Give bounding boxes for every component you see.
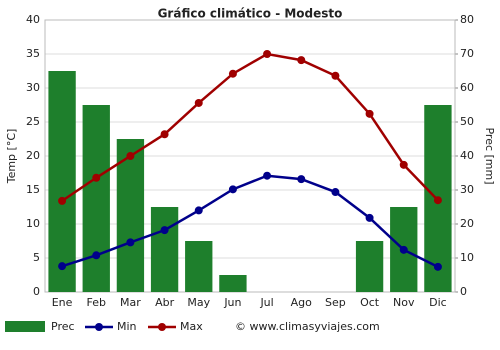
y-tick-label: 10 [26, 217, 40, 230]
bar [150, 207, 179, 292]
y-tick-label: 25 [26, 115, 40, 128]
x-tick-label: Dic [429, 296, 447, 309]
y2-tick-label: 80 [460, 13, 474, 26]
plot-frame [44, 19, 456, 293]
bar [48, 71, 76, 292]
point [194, 98, 203, 107]
x-tick-label: Feb [87, 296, 106, 309]
bar [219, 275, 247, 292]
point [399, 245, 408, 254]
y-tick-label: 35 [26, 47, 40, 60]
legend-label: Min [117, 320, 137, 333]
y-tick-label: 40 [26, 13, 40, 26]
point [365, 109, 374, 118]
bar [116, 139, 145, 292]
point [331, 71, 340, 80]
point [399, 160, 408, 169]
x-tick-label: Jun [223, 296, 241, 309]
x-tick-label: Ene [52, 296, 73, 309]
point [92, 173, 101, 182]
point [126, 152, 135, 160]
bar [82, 105, 110, 292]
point [263, 50, 272, 58]
point [331, 188, 340, 197]
y2-tick-label: 60 [460, 81, 474, 94]
legend-label: Max [180, 320, 203, 333]
point [297, 56, 306, 65]
y-axis-title: Temp [°C] [5, 129, 18, 185]
point [126, 238, 135, 247]
legend-swatch [5, 321, 45, 332]
y2-tick-label: 30 [460, 183, 474, 196]
source: © www.climasyviajes.com [235, 320, 380, 333]
y-tick-label: 0 [33, 285, 40, 298]
line [61, 52, 439, 202]
point [92, 251, 101, 260]
x-tick-label: Sep [325, 296, 346, 309]
y-tick-label: 5 [33, 251, 40, 264]
point [365, 213, 374, 222]
legend-swatch [95, 323, 103, 331]
y-tick-label: 15 [26, 183, 40, 196]
y2-axis-title: Prec [mm] [483, 127, 496, 184]
point [228, 185, 237, 194]
y-tick-label: 30 [26, 81, 40, 94]
point [160, 130, 169, 139]
line [61, 174, 439, 268]
y2-tick-label: 10 [460, 251, 474, 264]
point [58, 262, 67, 271]
x-tick-label: Jul [259, 296, 273, 309]
point [263, 171, 272, 180]
y2-tick-label: 20 [460, 217, 474, 230]
y2-tick-label: 40 [460, 149, 474, 162]
point [228, 69, 237, 78]
x-tick-label: Nov [393, 296, 415, 309]
y-tick-label: 20 [26, 149, 40, 162]
y2-tick-label: 70 [460, 47, 474, 60]
bar [185, 241, 213, 292]
chart-title: Gráfico climático - Modesto [158, 7, 343, 21]
bar [355, 241, 384, 292]
point [58, 196, 67, 205]
point [160, 226, 169, 235]
point [297, 175, 306, 184]
legend-swatch [158, 323, 166, 331]
x-tick-label: Ago [291, 296, 313, 309]
x-tick-label: Oct [360, 296, 380, 309]
y2-tick-label: 0 [460, 285, 467, 298]
point [194, 206, 203, 215]
x-tick-label: Mar [120, 296, 141, 309]
x-tick-label: Abr [155, 296, 175, 309]
point [433, 262, 442, 271]
legend-label: Prec [51, 320, 75, 333]
point [433, 196, 442, 205]
y2-tick-label: 50 [460, 115, 474, 128]
x-tick-label: May [187, 296, 210, 309]
